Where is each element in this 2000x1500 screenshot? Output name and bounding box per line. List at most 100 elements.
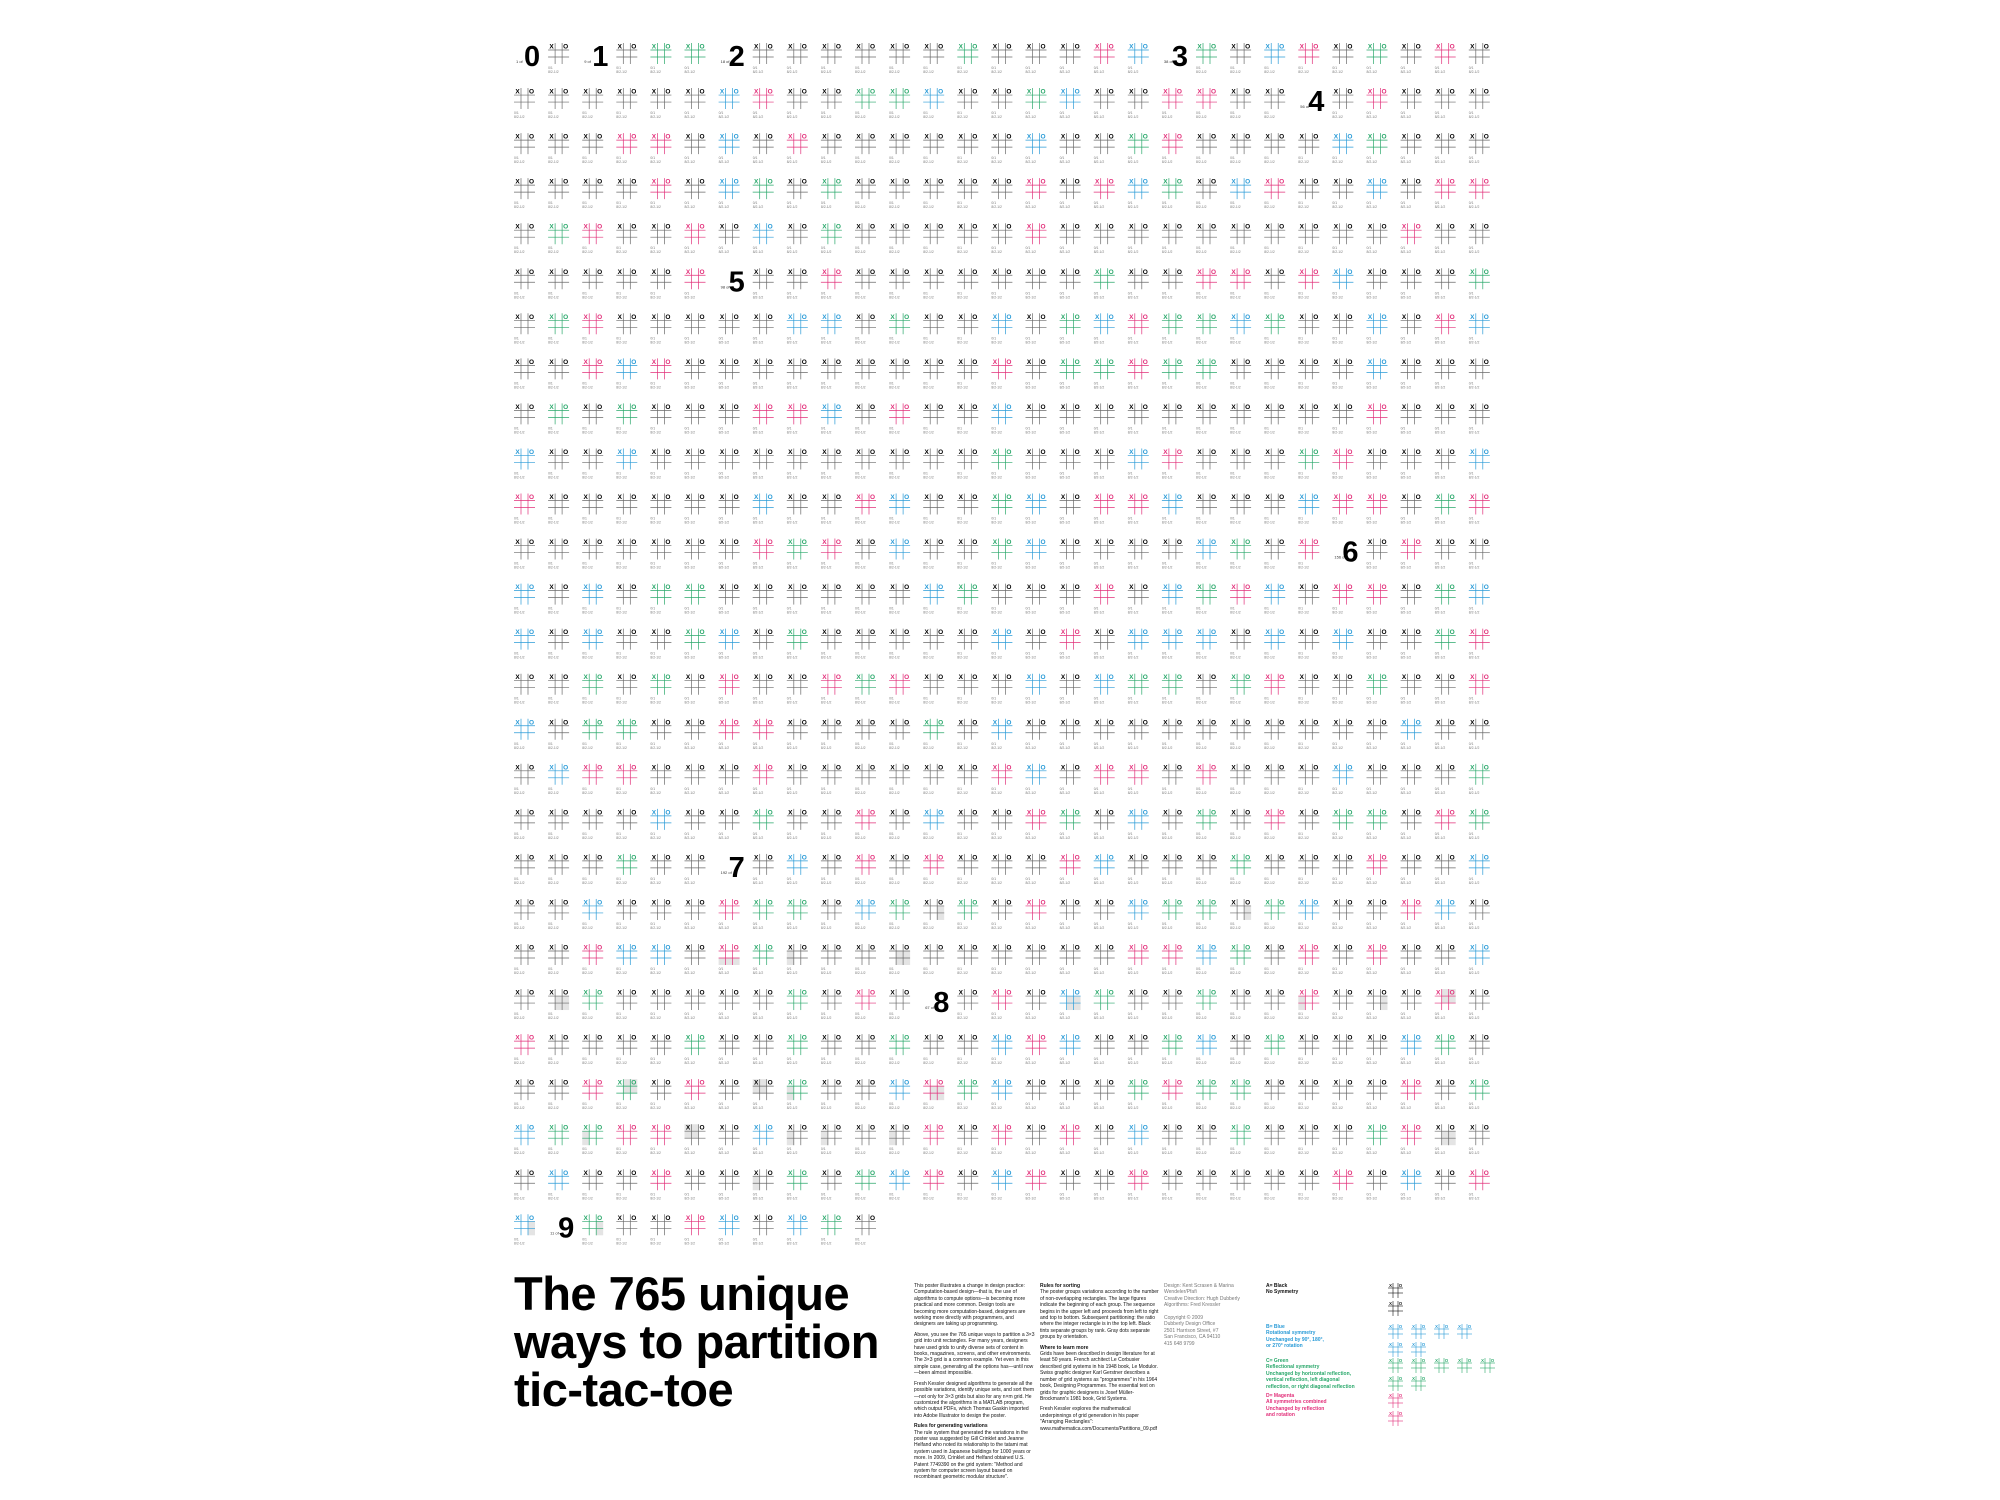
grid-cell: X O0/18/2-1/2 — [1400, 403, 1422, 434]
cell-caption: 0/1 — [821, 66, 826, 70]
grid-cell: X O0/18/2-1/2 — [718, 628, 740, 660]
cell-caption: 0/1 — [957, 562, 962, 566]
cell-caption: 0/1 — [1367, 336, 1372, 340]
grid-cell: X O0/18/2-1/2 — [1093, 763, 1115, 795]
section-marker-number: 6 — [1342, 537, 1358, 569]
grid-cell: X O0/18/2-1/2 — [684, 448, 706, 479]
o-mark: O — [938, 494, 943, 501]
cell-caption: 0/1 — [923, 877, 928, 881]
cell-caption: 8/2-1/2 — [889, 340, 900, 344]
grid-cell: X O0/18/2-1/2 — [514, 358, 535, 389]
cell-caption: 0/1 — [719, 607, 724, 611]
o-mark: O — [699, 539, 704, 546]
cell-caption: 0/1 — [1435, 607, 1440, 611]
cell-caption: 0/1 — [991, 291, 996, 295]
o-mark: O — [1177, 719, 1182, 726]
cell-caption: 0/1 — [855, 517, 860, 521]
cell-caption: 0/1 — [923, 471, 928, 475]
x-mark: X — [652, 674, 657, 681]
x-mark: X — [788, 899, 793, 906]
grid-cell: X O0/18/2-1/2 — [514, 853, 535, 885]
o-mark: O — [597, 449, 602, 456]
grid-cell: X O0/18/2-1/2 — [1434, 88, 1456, 119]
x-mark: X — [1163, 494, 1168, 501]
x-mark: X — [1027, 314, 1032, 321]
cell-caption: 8/2-1/2 — [1026, 881, 1037, 885]
cell-caption: 0/1 — [685, 156, 690, 160]
cell-caption: 0/1 — [650, 922, 655, 926]
cell-caption: 8/2-1/2 — [1196, 521, 1207, 525]
grid-cell: X O0/18/2-1/2 — [1161, 718, 1183, 750]
grid-cell: X O0/18/2-1/2 — [752, 313, 774, 344]
cell-caption: 0/1 — [1060, 787, 1065, 791]
x-mark: X — [1129, 269, 1134, 276]
o-mark: O — [631, 134, 636, 141]
cell-caption: 8/2-1/2 — [1094, 340, 1105, 344]
cell-caption: 0/1 — [821, 246, 826, 250]
cell-caption: 0/1 — [855, 652, 860, 656]
cell-caption: 8/2-1/2 — [923, 160, 934, 164]
o-mark: O — [938, 314, 943, 321]
cell-caption: 0/1 — [1469, 832, 1474, 836]
o-mark: O — [699, 89, 704, 96]
cell-caption: 8/2-1/2 — [1332, 475, 1343, 479]
o-mark: O — [597, 854, 602, 861]
cell-caption: 0/1 — [1060, 652, 1065, 656]
grid-cell: X O0/18/2-1/2 — [582, 268, 604, 299]
x-mark: X — [822, 584, 827, 591]
x-mark: X — [1266, 314, 1271, 321]
cell-caption: 0/1 — [855, 742, 860, 746]
cell-caption: 0/1 — [1435, 336, 1440, 340]
x-mark: X — [925, 629, 930, 636]
o-mark: O — [1416, 854, 1421, 861]
grid-cell: X O0/18/2-1/2 — [684, 43, 706, 74]
grid-cell: X O0/18/2-1/2 — [1025, 583, 1047, 615]
cell-caption: 8/2-1/2 — [1094, 656, 1105, 660]
grid-cell: X O0/18/2-1/2 — [991, 133, 1013, 164]
cell-caption: 0/1 — [889, 471, 894, 475]
cell-caption: 0/1 — [1026, 832, 1031, 836]
grid-cell: X O0/18/2-1/2 — [820, 268, 842, 299]
x-mark: X — [822, 764, 827, 771]
cell-caption: 0/1 — [1435, 832, 1440, 836]
cell-caption: 0/1 — [514, 517, 519, 521]
grid-cell: X O0/18/2-1/2 — [582, 898, 604, 930]
o-mark: O — [1245, 854, 1250, 861]
grid-cell: X O0/18/2-1/2 — [1434, 178, 1456, 209]
grid-cell: X O0/18/2-1/2 — [1366, 88, 1388, 119]
cell-caption: 0/1 — [1060, 291, 1065, 295]
cell-caption: 0/1 — [582, 336, 587, 340]
grid-cell: X O0/18/2-1/2 — [855, 628, 876, 660]
x-mark: X — [1334, 629, 1339, 636]
x-mark: X — [754, 584, 759, 591]
o-mark: O — [938, 134, 943, 141]
cell-caption: 0/1 — [753, 381, 758, 385]
cell-caption: 0/1 — [616, 156, 621, 160]
x-mark: X — [925, 314, 930, 321]
o-mark: O — [1143, 854, 1148, 861]
o-mark: O — [1211, 719, 1216, 726]
cell-caption: 0/1 — [1264, 652, 1269, 656]
o-mark: O — [563, 584, 568, 591]
cell-caption: 0/1 — [1196, 201, 1201, 205]
x-mark: X — [1027, 584, 1032, 591]
o-mark: O — [904, 719, 909, 726]
cell-caption: 0/1 — [787, 381, 792, 385]
o-mark: O — [768, 719, 773, 726]
cell-caption: 0/1 — [1094, 66, 1099, 70]
cell-caption: 0/1 — [889, 742, 894, 746]
x-mark: X — [686, 269, 691, 276]
x-mark: X — [1129, 764, 1134, 771]
grid-cell: X O0/18/2-1/2 — [820, 178, 842, 209]
grid-cell: 9 of 1 — [584, 41, 608, 73]
cell-caption: 8/2-1/2 — [821, 385, 832, 389]
x-mark: X — [618, 404, 623, 411]
cell-caption: 8/2-1/2 — [1060, 115, 1071, 119]
grid-cell: X O0/18/2-1/2 — [650, 223, 672, 254]
cell-caption: 8/2-1/2 — [1230, 475, 1241, 479]
x-mark: X — [1300, 584, 1305, 591]
o-mark: O — [768, 584, 773, 591]
cell-caption: 8/2-1/2 — [1196, 295, 1207, 299]
cell-caption: 8/2-1/2 — [957, 340, 968, 344]
grid-cell: X O0/18/2-1/2 — [650, 268, 672, 299]
